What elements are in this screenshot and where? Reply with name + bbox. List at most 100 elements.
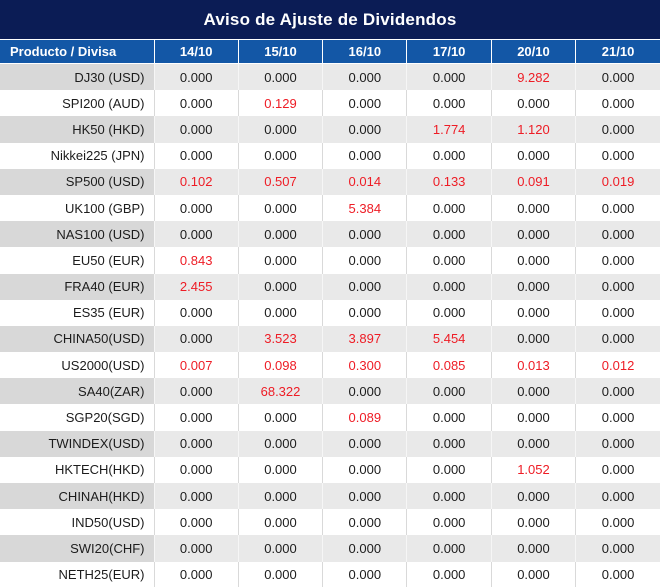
dividend-value: 0.000	[491, 483, 577, 510]
dividend-value: 0.000	[575, 378, 660, 405]
dividend-value: 3.897	[322, 325, 408, 353]
dividend-value: 0.000	[491, 509, 577, 536]
table-row: ES35 (EUR) 0.000 0.000 0.000 0.000 0.000…	[0, 299, 660, 326]
column-header-date-16-10: 16/10	[322, 39, 408, 64]
table-row: SGP20(SGD) 0.000 0.000 0.089 0.000 0.000…	[0, 404, 660, 431]
product-label: ES35 (EUR)	[0, 299, 155, 326]
dividend-value: 0.000	[406, 273, 492, 300]
column-header-date-17-10: 17/10	[406, 39, 492, 64]
dividend-value: 0.000	[406, 483, 492, 510]
dividend-value: 0.000	[154, 404, 239, 431]
dividend-value: 1.120	[491, 116, 577, 143]
dividend-value: 0.000	[491, 194, 577, 222]
dividend-value: 0.000	[154, 483, 239, 510]
table-body: DJ30 (USD) 0.000 0.000 0.000 0.000 9.282…	[0, 63, 660, 587]
dividend-value: 0.000	[575, 299, 660, 326]
table-row: HKTECH(HKD) 0.000 0.000 0.000 0.000 1.05…	[0, 456, 660, 483]
table-row: DJ30 (USD) 0.000 0.000 0.000 0.000 9.282…	[0, 63, 660, 91]
dividend-value: 0.000	[491, 404, 577, 431]
product-label: UK100 (GBP)	[0, 194, 155, 222]
dividend-value: 0.000	[238, 116, 324, 143]
product-label: HK50 (HKD)	[0, 116, 155, 143]
dividend-value: 0.843	[154, 247, 239, 274]
dividend-value: 0.000	[575, 273, 660, 300]
dividend-value: 0.000	[238, 404, 324, 431]
dividend-value: 0.000	[575, 561, 660, 587]
dividend-value: 0.000	[322, 142, 408, 169]
table-row: HK50 (HKD) 0.000 0.000 0.000 1.774 1.120…	[0, 116, 660, 143]
product-label: FRA40 (EUR)	[0, 273, 155, 300]
dividend-value: 0.000	[406, 378, 492, 405]
dividend-value: 0.000	[491, 535, 577, 562]
dividend-value: 0.000	[238, 221, 324, 248]
dividend-value: 0.000	[238, 430, 324, 457]
dividend-value: 0.000	[491, 430, 577, 457]
dividend-value: 0.000	[491, 273, 577, 300]
dividend-value: 0.000	[491, 247, 577, 274]
dividend-value: 0.000	[491, 142, 577, 169]
dividend-value: 0.000	[322, 247, 408, 274]
dividend-value: 0.000	[575, 221, 660, 248]
dividend-value: 0.085	[406, 352, 492, 379]
dividend-value: 0.000	[322, 535, 408, 562]
product-label: CHINA50(USD)	[0, 325, 155, 353]
dividend-value: 0.000	[154, 194, 239, 222]
dividend-value: 0.000	[322, 299, 408, 326]
dividend-value: 0.000	[154, 221, 239, 248]
dividend-value: 0.000	[406, 535, 492, 562]
page-title: Aviso de Ajuste de Dividendos	[0, 0, 660, 39]
dividend-value: 0.000	[238, 142, 324, 169]
dividend-value: 0.000	[575, 535, 660, 562]
dividend-value: 0.000	[575, 142, 660, 169]
dividend-value: 0.000	[154, 299, 239, 326]
product-label: IND50(USD)	[0, 509, 155, 536]
product-label: US2000(USD)	[0, 352, 155, 379]
dividend-value: 0.507	[238, 168, 324, 195]
product-label: SP500 (USD)	[0, 168, 155, 195]
dividend-value: 0.000	[238, 273, 324, 300]
table-row: Nikkei225 (JPN) 0.000 0.000 0.000 0.000 …	[0, 142, 660, 169]
dividend-value: 0.000	[154, 430, 239, 457]
dividend-value: 0.000	[154, 63, 239, 91]
dividend-value: 0.000	[491, 221, 577, 248]
dividend-value: 0.129	[238, 90, 324, 117]
table-row: FRA40 (EUR) 2.455 0.000 0.000 0.000 0.00…	[0, 273, 660, 300]
dividend-value: 0.000	[575, 247, 660, 274]
product-label: EU50 (EUR)	[0, 247, 155, 274]
dividend-value: 0.000	[154, 535, 239, 562]
dividend-value: 0.000	[154, 90, 239, 117]
dividend-value: 0.000	[322, 221, 408, 248]
dividend-value: 0.000	[406, 430, 492, 457]
dividend-value: 0.000	[491, 378, 577, 405]
product-label: SA40(ZAR)	[0, 378, 155, 405]
dividend-value: 1.774	[406, 116, 492, 143]
dividend-value: 0.000	[238, 483, 324, 510]
dividend-value: 0.000	[491, 561, 577, 587]
dividend-value: 0.000	[154, 325, 239, 353]
table-row: CHINAH(HKD) 0.000 0.000 0.000 0.000 0.00…	[0, 483, 660, 510]
dividend-value: 68.322	[238, 378, 324, 405]
dividend-value: 1.052	[491, 456, 577, 483]
dividend-value: 0.014	[322, 168, 408, 195]
dividend-value: 2.455	[154, 273, 239, 300]
dividend-value: 0.000	[406, 194, 492, 222]
dividend-value: 0.000	[575, 116, 660, 143]
dividend-value: 0.000	[406, 404, 492, 431]
dividend-value: 0.000	[154, 561, 239, 587]
dividend-value: 0.000	[154, 142, 239, 169]
column-header-date-15-10: 15/10	[237, 39, 324, 64]
table-row: TWINDEX(USD) 0.000 0.000 0.000 0.000 0.0…	[0, 430, 660, 457]
dividend-value: 0.089	[322, 404, 408, 431]
product-label: NETH25(EUR)	[0, 561, 155, 587]
dividend-value: 0.000	[238, 509, 324, 536]
dividend-value: 0.000	[322, 273, 408, 300]
dividend-value: 0.000	[322, 509, 408, 536]
dividend-value: 5.454	[406, 325, 492, 353]
dividend-value: 0.091	[491, 168, 577, 195]
column-header-date-14-10: 14/10	[153, 39, 239, 64]
product-label: DJ30 (USD)	[0, 63, 155, 91]
dividend-value: 0.000	[406, 509, 492, 536]
dividend-value: 0.000	[238, 299, 324, 326]
dividend-value: 0.000	[406, 561, 492, 587]
